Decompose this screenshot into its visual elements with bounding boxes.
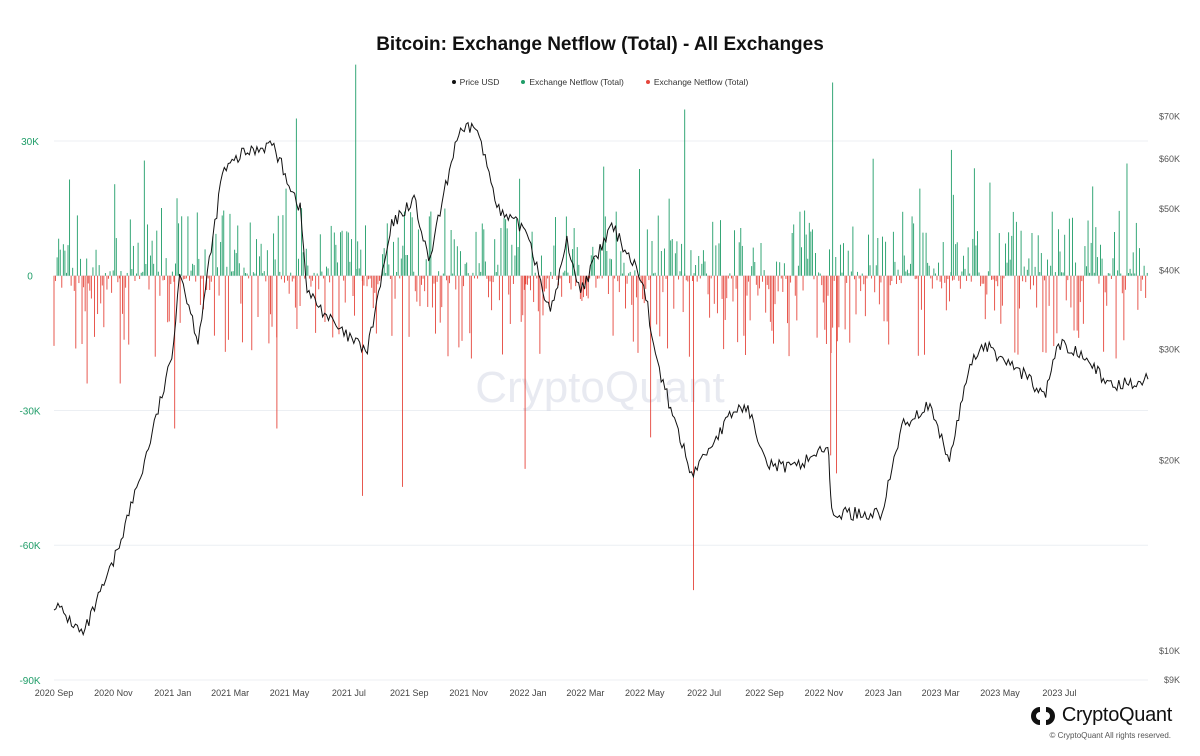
x-tick-label: 2022 May	[625, 688, 665, 698]
x-tick-label: 2023 Jul	[1042, 688, 1076, 698]
y-left-tick-label: -30K	[19, 406, 40, 417]
legend-label-price: Price USD	[459, 77, 500, 87]
x-tick-label: 2021 Nov	[449, 688, 488, 698]
x-tick-label: 2020 Nov	[94, 688, 133, 698]
y-right-tick-label: $9K	[1164, 675, 1180, 685]
x-tick-label: 2021 Jul	[332, 688, 366, 698]
legend-item-price[interactable]: Price USD	[451, 77, 500, 87]
legend-item-outflow[interactable]: Exchange Netflow (Total)	[645, 77, 749, 87]
watermark: CryptoQuant	[475, 363, 724, 412]
y-right-tick-label: $40K	[1159, 265, 1180, 275]
y-right-tick-label: $20K	[1159, 456, 1180, 466]
x-tick-label: 2022 Sep	[745, 688, 784, 698]
x-tick-label: 2023 Jan	[865, 688, 902, 698]
x-tick-label: 2022 Mar	[566, 688, 604, 698]
x-tick-label: 2023 May	[980, 688, 1020, 698]
x-tick-label: 2022 Jul	[687, 688, 721, 698]
y-right-tick-label: $60K	[1159, 154, 1180, 164]
cryptoquant-logo-icon	[1030, 706, 1055, 725]
legend-label-outflow: Exchange Netflow (Total)	[653, 77, 749, 87]
legend-item-inflow[interactable]: Exchange Netflow (Total)	[521, 77, 624, 87]
y-left-tick-label: 0	[27, 272, 33, 283]
netflow-bars	[53, 64, 1148, 591]
brand-logo[interactable]: CryptoQuant	[1030, 704, 1172, 727]
x-tick-label: 2021 Jan	[154, 688, 191, 698]
legend-label-inflow: Exchange Netflow (Total)	[529, 77, 624, 87]
y-right-tick-label: $30K	[1159, 344, 1180, 354]
x-tick-label: 2020 Sep	[35, 688, 74, 698]
y-axis-left: 30K 0 -30K -60K -90K	[19, 137, 40, 687]
x-tick-label: 2021 Mar	[211, 688, 249, 698]
y-left-tick-label: -90K	[19, 676, 40, 687]
x-tick-label: 2023 Mar	[922, 688, 960, 698]
chart-legend: Price USD Exchange Netflow (Total) Excha…	[0, 77, 1200, 87]
x-tick-label: 2021 Sep	[390, 688, 429, 698]
y-right-tick-label: $70K	[1159, 112, 1180, 122]
x-axis: 2020 Sep 2020 Nov 2021 Jan 2021 Mar 2021 May…	[35, 688, 1077, 698]
y-axis-right: $70K $60K $50K $40K $30K $20K $10K $9K	[1159, 112, 1180, 685]
price-line	[53, 121, 1149, 637]
x-tick-label: 2021 May	[270, 688, 310, 698]
chart-title: Bitcoin: Exchange Netflow (Total) - All …	[376, 34, 824, 55]
legend-dot-outflow	[645, 80, 650, 84]
y-left-tick-label: 30K	[21, 137, 39, 148]
brand-name: CryptoQuant	[1061, 704, 1172, 726]
legend-dot-inflow	[521, 80, 526, 84]
y-right-tick-label: $50K	[1159, 204, 1180, 214]
legend-dot-price	[451, 80, 456, 84]
x-tick-label: 2022 Nov	[805, 688, 844, 698]
x-tick-label: 2022 Jan	[509, 688, 546, 698]
copyright: © CryptoQuant All rights reserved.	[1049, 731, 1172, 740]
y-right-tick-label: $10K	[1159, 646, 1180, 656]
y-left-tick-label: -60K	[19, 541, 40, 552]
